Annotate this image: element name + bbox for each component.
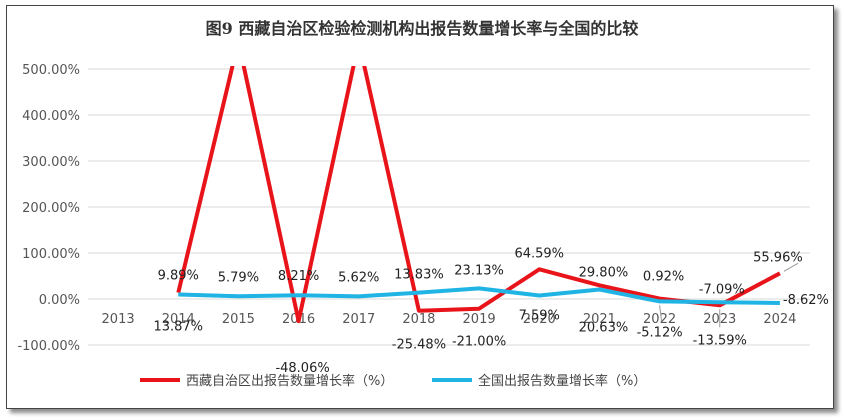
y-tick-label: 0.00%: [39, 293, 80, 308]
data-label-national: 20.63%: [579, 321, 629, 336]
data-label-national: 5.79%: [218, 270, 259, 285]
x-tick-label: 2020: [523, 312, 556, 327]
y-tick-label: 300.00%: [22, 155, 80, 170]
x-tick-label: 2021: [583, 312, 616, 327]
data-label-national: 9.89%: [158, 268, 199, 283]
x-tick-label: 2014: [162, 312, 195, 327]
data-label-national: -7.09%: [699, 282, 745, 297]
data-label-tibet: -25.48%: [392, 338, 446, 353]
data-label-tibet: 13.87%: [153, 320, 203, 335]
data-label-tibet: -13.59%: [693, 333, 747, 348]
data-label-national: 8.21%: [278, 269, 319, 284]
x-tick-label: 2024: [763, 312, 796, 327]
data-label-tibet: 0.92%: [643, 270, 684, 285]
y-tick-label: 200.00%: [22, 201, 80, 216]
leader-line: [659, 305, 663, 322]
leader-line: [783, 262, 799, 272]
data-label-tibet: -48.06%: [275, 361, 329, 376]
series-line-tibet: [176, 66, 781, 324]
data-label-tibet: 29.80%: [579, 265, 629, 280]
data-label-national: -8.62%: [783, 293, 829, 308]
data-label-national: 23.13%: [454, 263, 504, 278]
data-label-national: 7.59%: [519, 309, 560, 324]
legend-label: 全国出报告数量增长率（%）: [478, 373, 646, 389]
legend-label: 西藏自治区出报告数量增长率（%）: [186, 373, 393, 389]
data-label-tibet: 55.96%: [753, 250, 803, 265]
x-tick-label: 2018: [402, 312, 435, 327]
y-tick-label: 100.00%: [22, 247, 80, 262]
data-label-tibet: -21.00%: [452, 335, 506, 350]
data-label-tibet: 64.59%: [514, 246, 564, 261]
x-tick-label: 2019: [463, 312, 496, 327]
data-label-national: 5.62%: [338, 270, 379, 285]
y-tick-label: 500.00%: [22, 63, 80, 78]
y-tick-label: -100.00%: [17, 339, 80, 354]
x-tick-label: 2013: [102, 312, 135, 327]
x-tick-label: 2017: [342, 312, 375, 327]
data-label-national: -5.12%: [637, 325, 683, 340]
chart-title: 图9 西藏自治区检验检测机构出报告数量增长率与全国的比较: [206, 19, 639, 38]
series-line-national: [178, 286, 780, 305]
x-tick-label: 2022: [643, 312, 676, 327]
y-tick-label: 400.00%: [22, 109, 80, 124]
data-label-national: 13.83%: [394, 268, 444, 283]
x-tick-label: 2015: [222, 312, 255, 327]
